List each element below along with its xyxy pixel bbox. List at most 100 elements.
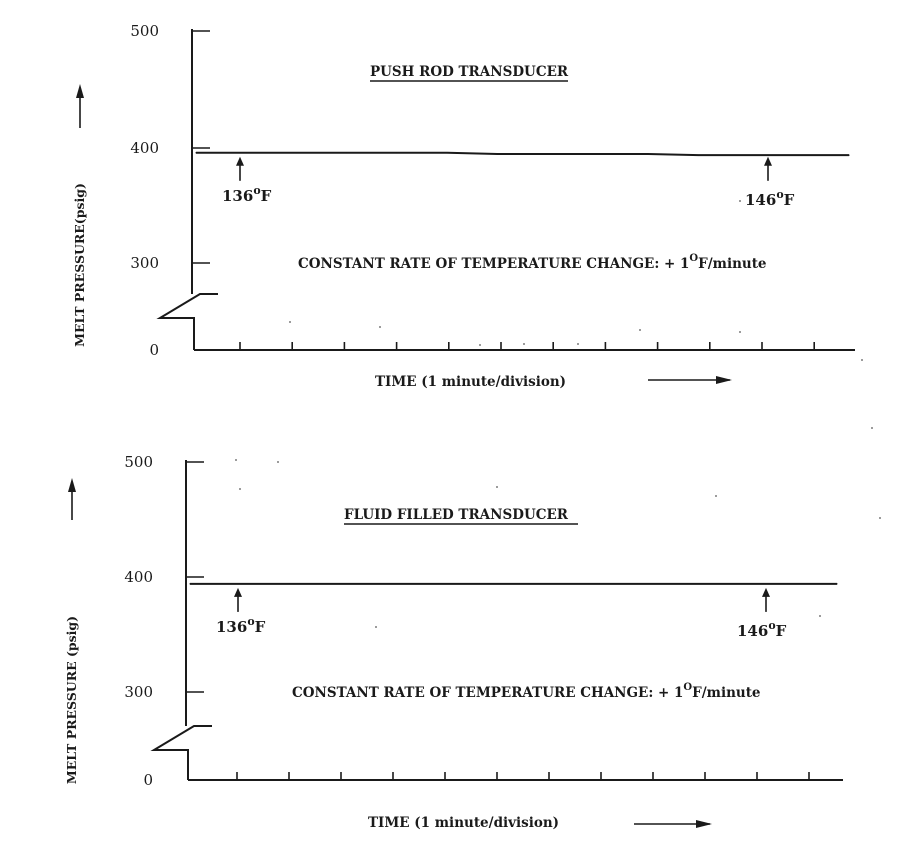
data-point [438, 583, 440, 585]
data-point [547, 153, 549, 155]
data-point [537, 583, 539, 585]
scan-speck [577, 343, 579, 345]
data-point [446, 152, 448, 154]
annotation-arrowhead [764, 156, 772, 166]
scan-speck [739, 331, 741, 333]
data-point [647, 153, 649, 155]
scan-speck [496, 486, 498, 488]
rate-note: CONSTANT RATE OF TEMPERATURE CHANGE: + 1… [292, 682, 761, 701]
data-point [736, 583, 739, 585]
x-axis-label: TIME (1 minute/division) [368, 815, 559, 831]
annotation-arrowhead [762, 587, 770, 597]
y-tick-label: 400 [130, 139, 159, 157]
chart-title: FLUID FILLED TRANSDUCER [344, 507, 569, 523]
temperature-label-unit: F [255, 618, 266, 636]
data-point [587, 583, 589, 585]
annotation-arrowhead [234, 587, 242, 597]
data-point [195, 152, 197, 154]
data-point [597, 153, 599, 155]
scan-speck [277, 461, 279, 463]
x-ticks [236, 772, 810, 780]
scan-speck [479, 344, 481, 346]
data-point [496, 153, 498, 155]
y-tick-label: 300 [124, 683, 153, 701]
x-axis-arrowhead [696, 820, 712, 828]
temperature-label-base: 136 [216, 618, 247, 636]
scan-speck [739, 200, 741, 202]
x-ticks [239, 342, 816, 350]
temperature-label-unit: F [784, 191, 795, 209]
data-point [786, 583, 788, 585]
data-point [288, 583, 291, 585]
data-point [239, 583, 241, 585]
scan-speck [715, 495, 717, 497]
data-point [488, 583, 490, 585]
data-point [346, 152, 348, 154]
y-axis-label: MELT PRESSURE(psig) [72, 183, 87, 347]
data-point [697, 154, 699, 156]
temperature-label-base: 146 [745, 191, 776, 209]
data-point [295, 152, 298, 154]
temperature-label-degree: o [247, 615, 254, 628]
data-point [747, 154, 750, 156]
chart-title: PUSH ROD TRANSDUCER [370, 64, 569, 80]
rate-note-base: CONSTANT RATE OF TEMPERATURE CHANGE: + 1 [298, 256, 689, 272]
y-tick-label: 400 [124, 568, 153, 586]
data-point [637, 583, 639, 585]
data-point [189, 583, 191, 585]
temperature-label: 146oF [745, 188, 795, 209]
scan-speck [523, 343, 525, 345]
temperature-label-degree: o [768, 619, 775, 632]
y-axis-label-group: MELT PRESSURE (psig) [64, 616, 79, 784]
scan-speck [871, 427, 873, 429]
data-point [338, 583, 340, 585]
temperature-label-unit: F [776, 622, 787, 640]
temperature-label-unit: F [261, 187, 272, 205]
y-tick-label: 0 [143, 771, 153, 789]
temperature-label: 146oF [737, 619, 787, 640]
y-axis-label: MELT PRESSURE (psig) [64, 616, 79, 784]
rate-note: CONSTANT RATE OF TEMPERATURE CHANGE: + 1… [298, 253, 767, 272]
scan-speck [879, 517, 881, 519]
rate-note-unit: F/minute [698, 256, 766, 272]
data-point [388, 583, 390, 585]
temperature-label-degree: o [776, 188, 783, 201]
series-line [196, 151, 849, 157]
scan-speck [239, 488, 241, 490]
scan-speck [235, 459, 237, 461]
y-tick-label: 0 [149, 341, 159, 359]
scan-speck [379, 326, 381, 328]
temperature-label: 136oF [222, 184, 272, 205]
y-tick-label: 500 [124, 453, 153, 471]
scan-speck [375, 626, 377, 628]
rate-note-degree: O [683, 682, 692, 693]
scan-speck [861, 359, 863, 361]
x-axis-arrowhead [716, 376, 732, 384]
data-point [848, 154, 850, 156]
rate-note-degree: O [689, 253, 698, 264]
y-axis-label-group: MELT PRESSURE(psig) [72, 183, 87, 347]
y-axis-arrowhead [76, 84, 84, 98]
rate-note-base: CONSTANT RATE OF TEMPERATURE CHANGE: + 1 [292, 685, 683, 701]
scan-speck [639, 329, 641, 331]
scan-speck [289, 321, 291, 323]
x-axis-label: TIME (1 minute/division) [375, 374, 566, 390]
data-point [245, 152, 247, 154]
y-tick-label: 500 [130, 22, 159, 40]
y-axis-break [156, 293, 218, 350]
data-point [687, 583, 689, 585]
data-point [396, 152, 398, 154]
y-tick-label: 300 [130, 254, 159, 272]
temperature-label-degree: o [253, 184, 260, 197]
data-point [798, 154, 800, 156]
scan-speck [819, 615, 821, 617]
temperature-label-base: 146 [737, 622, 768, 640]
annotation-arrowhead [236, 156, 244, 166]
y-axis-break [150, 725, 212, 780]
data-point [836, 583, 838, 585]
temperature-label-base: 136 [222, 187, 253, 205]
y-axis-arrowhead [68, 478, 76, 492]
